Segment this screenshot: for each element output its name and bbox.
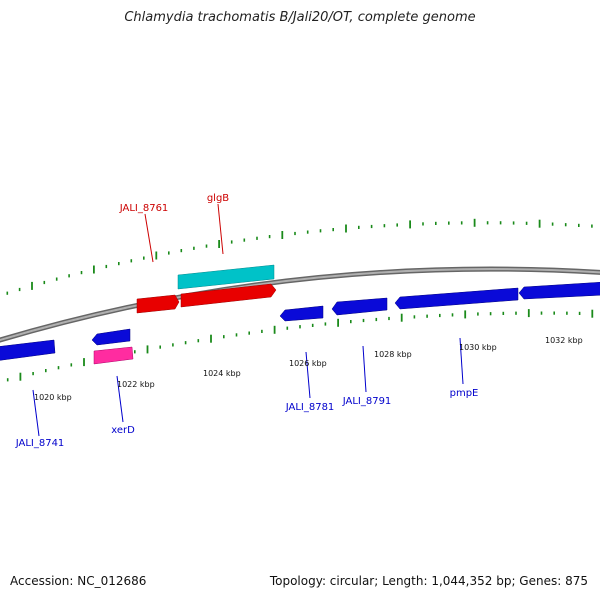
callout-line-jali-8761 xyxy=(144,213,154,263)
scale-label-1024: 1024 kbp xyxy=(203,369,241,378)
scale-label-1022: 1022 kbp xyxy=(117,380,155,389)
callout-line-pmpe xyxy=(459,337,464,385)
gene-arrow-next[interactable] xyxy=(518,281,600,300)
gene-arrow-pmpe[interactable] xyxy=(394,287,519,310)
scale-label-1020: 1020 kbp xyxy=(34,393,72,402)
gene-arrow-jali-8741[interactable] xyxy=(0,339,56,361)
callout-line-jali-8741 xyxy=(32,389,40,437)
gene-arrow-jali-8791[interactable] xyxy=(331,297,388,316)
gene-arrow-jali-8781[interactable] xyxy=(279,305,324,322)
scale-label-1030: 1030 kbp xyxy=(459,343,497,352)
gene-label-jali-8781[interactable]: JALI_8781 xyxy=(285,402,335,413)
callout-line-jali-8791 xyxy=(362,345,367,393)
scale-label-1028: 1028 kbp xyxy=(374,350,412,359)
scale-label-1026: 1026 kbp xyxy=(289,359,327,368)
accession-text: Accession: NC_012686 xyxy=(10,574,147,588)
feature-cyan-glgb[interactable] xyxy=(177,264,275,290)
feature-pink-xerd[interactable] xyxy=(93,346,134,365)
topology-info-text: Topology: circular; Length: 1,044,352 bp… xyxy=(269,574,588,588)
callout-line-glgb xyxy=(217,203,224,255)
gene-label-pmpe[interactable]: pmpE xyxy=(450,388,479,399)
scale-label-1032: 1032 kbp xyxy=(545,336,583,345)
gene-label-xerd[interactable]: xerD xyxy=(111,425,135,436)
gene-arrow-xerd[interactable] xyxy=(91,328,131,346)
gene-label-jali-8741[interactable]: JALI_8741 xyxy=(15,438,65,449)
gene-label-jali-8761[interactable]: JALI_8761 xyxy=(119,203,169,214)
genome-backbone-highlight xyxy=(0,268,600,342)
callout-line-jali-8781 xyxy=(305,351,311,399)
gene-label-glgb[interactable]: glgB xyxy=(207,193,229,204)
map-title: Chlamydia trachomatis B/Jali20/OT, compl… xyxy=(124,10,476,25)
gene-arrow-glgb[interactable] xyxy=(180,283,277,308)
inner-tick-ring xyxy=(6,309,594,382)
gene-arrow-jali-8761[interactable] xyxy=(136,294,180,314)
callout-line-xerd xyxy=(116,375,124,423)
gene-label-jali-8791[interactable]: JALI_8791 xyxy=(342,396,392,407)
outer-tick-ring xyxy=(6,218,593,295)
